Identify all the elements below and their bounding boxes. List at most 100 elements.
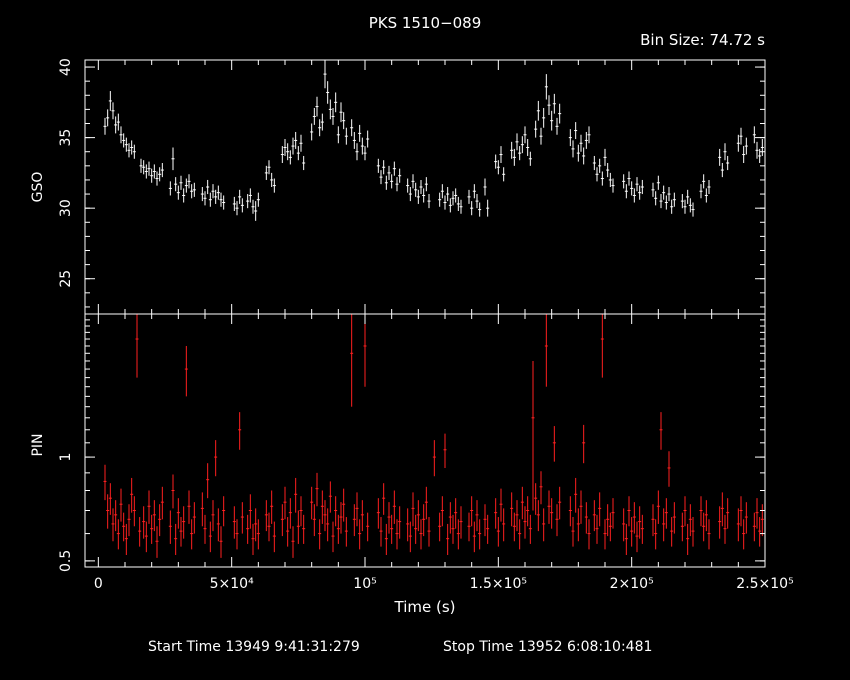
- gso-data-point: [744, 137, 748, 155]
- gso-data-point: [251, 199, 255, 214]
- pin-data-point: [254, 508, 258, 542]
- gso-data-point: [286, 143, 290, 161]
- time-axis-label: Time (s): [394, 598, 456, 616]
- gso-data-point: [379, 170, 383, 185]
- gso-data-point: [323, 60, 327, 89]
- gso-data-point: [446, 187, 450, 202]
- gso-data-point: [158, 167, 162, 182]
- gso-data-point: [534, 120, 538, 138]
- pin-data-point: [127, 504, 131, 537]
- pin-data-point: [387, 502, 391, 534]
- gso-data-point: [486, 199, 490, 217]
- gso-data-point: [752, 126, 756, 144]
- pin-data-point: [755, 498, 759, 529]
- pin-data-point: [632, 502, 636, 534]
- pin-data-point: [114, 500, 118, 532]
- pin-data-point: [147, 490, 151, 524]
- pin-data-point: [539, 471, 543, 505]
- gso-data-point: [528, 151, 532, 166]
- gso-data-point: [526, 139, 530, 156]
- gso-data-point: [240, 198, 244, 213]
- gso-data-point: [294, 131, 298, 149]
- gso-data-point: [200, 187, 204, 202]
- gso-data-point: [654, 191, 658, 206]
- pin-data-points: [103, 314, 764, 558]
- pin-data-point: [438, 512, 442, 542]
- pin-data-point: [603, 519, 607, 550]
- gso-tick-label: 25: [58, 270, 74, 288]
- pin-data-point: [108, 483, 112, 515]
- pin-data-point: [494, 498, 498, 529]
- gso-data-point: [302, 155, 306, 171]
- gso-data-point: [184, 178, 188, 193]
- pin-data-point: [200, 492, 204, 527]
- pin-data-point: [726, 498, 730, 529]
- pin-data-point: [179, 517, 183, 547]
- gso-data-point: [114, 116, 118, 134]
- pin-data-point: [312, 504, 316, 537]
- pin-data-point: [592, 500, 596, 532]
- pin-data-point: [376, 498, 380, 529]
- time-axis-tick-labels: 0 5×10⁴ 10⁵ 1.5×10⁵ 2×10⁵ 2.5×10⁵: [94, 576, 794, 592]
- pin-data-point: [411, 492, 415, 527]
- pin-data-point: [427, 517, 431, 547]
- gso-data-point: [608, 172, 612, 187]
- pin-data-point: [379, 517, 383, 547]
- gso-data-points: [103, 60, 764, 221]
- pin-data-point: [302, 514, 306, 544]
- gso-data-point: [544, 74, 548, 100]
- gso-data-point: [467, 189, 471, 204]
- pin-data-point: [264, 500, 268, 532]
- pin-data-point: [355, 492, 359, 527]
- pin-data-point: [232, 506, 236, 539]
- pin-data-point: [406, 508, 410, 542]
- pin-data-point: [122, 512, 126, 542]
- gso-data-point: [350, 119, 354, 137]
- pin-data-point: [699, 496, 703, 527]
- bin-size-label: Bin Size: 74.72 s: [640, 31, 765, 49]
- gso-data-point: [659, 194, 663, 209]
- pin-data-point: [267, 512, 271, 542]
- pin-data-point: [182, 506, 186, 539]
- pin-data-point: [574, 477, 578, 513]
- gso-data-point: [216, 185, 220, 200]
- gso-data-point: [520, 136, 524, 154]
- pin-data-point: [736, 508, 740, 542]
- gso-data-point: [264, 165, 268, 180]
- gso-data-point: [119, 126, 123, 144]
- gso-data-point: [632, 188, 636, 203]
- gso-data-point: [310, 123, 314, 141]
- pin-axis-ticks: 0.51: [58, 314, 766, 572]
- pin-data-point: [211, 500, 215, 532]
- pin-data-point: [296, 510, 300, 544]
- gso-data-point: [182, 188, 186, 203]
- gso-data-point: [387, 165, 391, 180]
- pin-data-point: [331, 521, 335, 553]
- pin-data-point: [328, 481, 332, 513]
- pin-data-point: [416, 500, 420, 532]
- gso-data-point: [547, 95, 551, 116]
- gso-data-point: [339, 102, 343, 123]
- pin-data-point: [472, 521, 476, 553]
- pin-data-point: [326, 508, 330, 542]
- pin-data-point: [390, 514, 394, 544]
- gso-data-point: [736, 134, 740, 152]
- gso-data-point: [392, 161, 396, 176]
- pin-data-point: [160, 486, 164, 520]
- pin-data-point: [547, 490, 551, 524]
- pin-data-point: [536, 500, 540, 532]
- time-tick-label: 0: [94, 576, 103, 592]
- pin-data-point: [184, 345, 188, 397]
- gso-data-point: [624, 184, 628, 199]
- pin-data-point: [680, 512, 684, 542]
- pin-data-point: [622, 508, 626, 542]
- pin-data-point: [555, 504, 559, 537]
- gso-data-point: [214, 189, 218, 204]
- pin-data-point: [640, 514, 644, 544]
- gso-data-point: [336, 126, 340, 144]
- pin-data-point: [171, 474, 175, 509]
- pin-data-point: [398, 506, 402, 539]
- pin-data-point: [662, 508, 666, 542]
- gso-data-point: [640, 179, 644, 195]
- gso-data-point: [270, 172, 274, 187]
